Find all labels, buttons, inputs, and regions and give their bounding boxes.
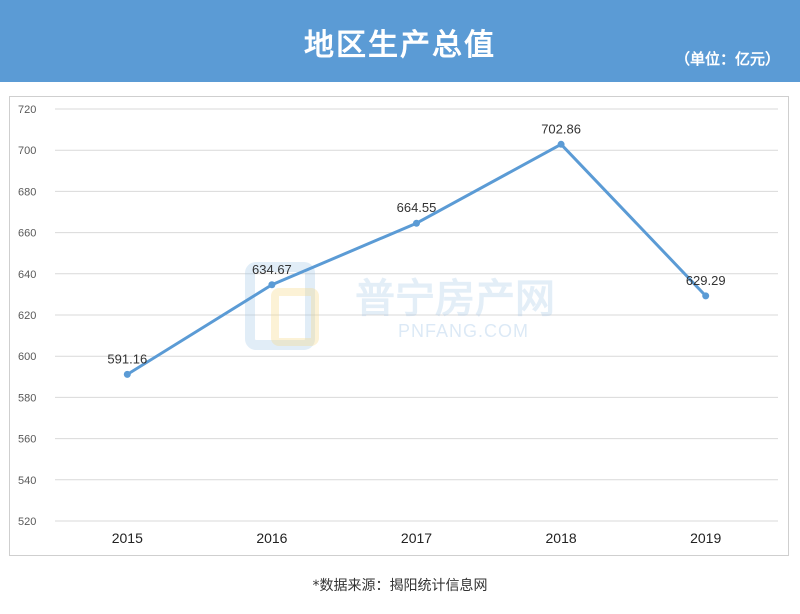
y-axis-ticks: 520 540 560 580 600 620 640 660 680 700 720	[18, 104, 36, 528]
y-tick-label: 640	[18, 269, 36, 281]
data-label: 702.86	[541, 121, 581, 136]
watermark-logo-inner-icon	[271, 288, 319, 346]
y-tick-label: 520	[18, 516, 36, 528]
y-tick-label: 660	[18, 228, 36, 240]
data-points	[123, 140, 710, 378]
y-tick-label: 620	[18, 310, 36, 322]
header-banner: 地区生产总值 （单位：亿元）	[0, 0, 800, 82]
watermark: 普宁房产网 PNFANG.COM	[245, 262, 555, 350]
data-point	[123, 370, 131, 378]
x-tick-label: 2015	[112, 530, 143, 546]
line-chart: 520 540 560 580 600 620 640 660 680 700 720 普宁房产网 …	[18, 104, 778, 546]
chart-title: 地区生产总值	[304, 28, 496, 63]
y-tick-label: 540	[18, 475, 36, 487]
gridlines	[55, 108, 778, 522]
y-tick-label: 720	[18, 104, 36, 116]
y-tick-label: 600	[18, 351, 36, 363]
y-tick-label: 580	[18, 392, 36, 404]
data-label: 591.16	[107, 351, 147, 366]
data-point	[268, 281, 276, 289]
x-tick-label: 2018	[546, 530, 577, 546]
x-tick-label: 2017	[401, 530, 432, 546]
data-labels: 591.16 634.67 664.55 702.86 629.29	[107, 121, 725, 366]
x-axis-ticks: 2015 2016 2017 2018 2019	[112, 530, 722, 546]
y-tick-label: 680	[18, 186, 36, 198]
data-label: 634.67	[252, 262, 292, 277]
data-point	[702, 292, 710, 300]
data-source: *数据来源：揭阳统计信息网	[312, 578, 488, 594]
data-point	[413, 219, 420, 227]
data-label: 664.55	[397, 200, 437, 215]
x-tick-label: 2016	[256, 530, 287, 546]
data-label: 629.29	[686, 273, 726, 288]
watermark-text: 普宁房产网	[355, 276, 555, 322]
chart-panel: 520 540 560 580 600 620 640 660 680 700 720 普宁房产网 …	[9, 96, 789, 556]
x-tick-label: 2019	[690, 530, 721, 546]
data-point	[557, 140, 565, 148]
watermark-subtext: PNFANG.COM	[398, 321, 529, 341]
y-tick-label: 700	[18, 145, 36, 157]
unit-label: （单位：亿元）	[674, 50, 780, 68]
watermark-logo-icon	[245, 262, 315, 350]
y-tick-label: 560	[18, 434, 36, 446]
